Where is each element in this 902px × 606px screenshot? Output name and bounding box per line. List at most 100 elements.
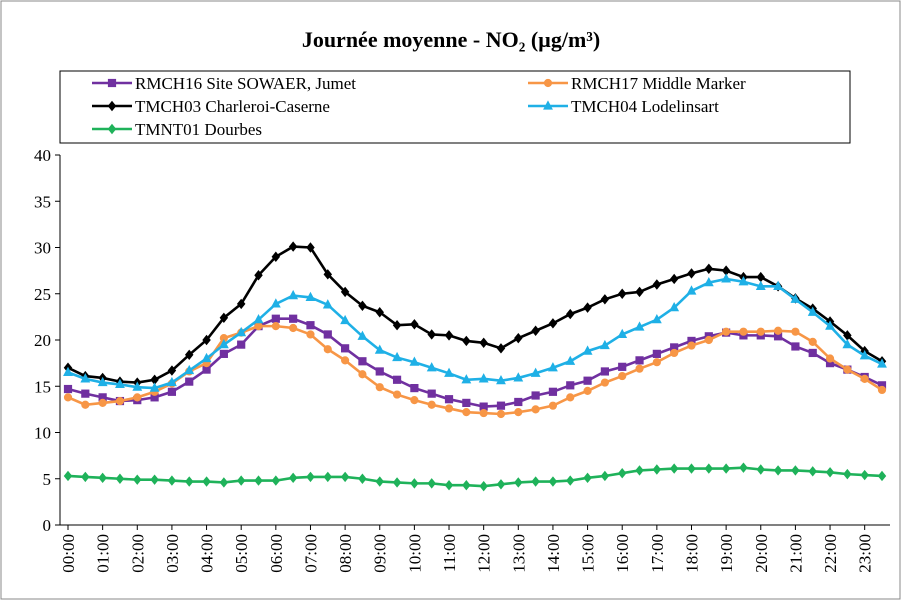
point xyxy=(877,358,887,368)
legend-label: RMCH17 Middle Marker xyxy=(571,74,746,93)
point xyxy=(254,322,263,331)
legend-marker xyxy=(543,78,553,88)
point xyxy=(392,375,402,384)
point xyxy=(583,472,592,484)
point xyxy=(409,356,420,366)
point xyxy=(392,351,402,362)
x-tick-label: 05:00 xyxy=(232,534,251,573)
y-tick-label: 10 xyxy=(34,424,51,443)
point xyxy=(531,476,540,487)
point xyxy=(167,387,177,396)
point xyxy=(514,477,523,488)
point xyxy=(791,465,800,476)
point xyxy=(791,327,800,336)
point xyxy=(531,325,540,336)
point xyxy=(375,476,384,487)
point xyxy=(583,376,592,385)
point xyxy=(704,263,714,274)
point xyxy=(444,404,454,413)
point xyxy=(548,401,558,410)
point xyxy=(566,308,575,320)
y-tick-label: 35 xyxy=(34,192,51,211)
x-tick-label: 18:00 xyxy=(682,534,701,573)
point xyxy=(289,314,298,323)
point xyxy=(392,477,402,488)
point xyxy=(791,342,800,351)
point xyxy=(618,362,627,371)
point xyxy=(599,339,610,350)
point xyxy=(98,398,107,407)
x-tick-label: 15:00 xyxy=(579,534,598,573)
x-tick-label: 01:00 xyxy=(94,534,113,573)
point xyxy=(218,338,229,349)
point xyxy=(358,473,367,484)
point xyxy=(843,468,852,480)
point xyxy=(253,313,264,324)
point xyxy=(479,408,488,418)
y-tick-label: 40 xyxy=(34,146,51,165)
point xyxy=(756,327,765,336)
point xyxy=(686,285,697,295)
point xyxy=(479,337,488,348)
point xyxy=(722,327,731,336)
point xyxy=(669,273,679,285)
x-tick-label: 07:00 xyxy=(301,534,320,573)
point xyxy=(652,358,661,367)
y-tick-label: 0 xyxy=(43,516,52,535)
point xyxy=(254,270,263,281)
point xyxy=(669,463,679,474)
x-tick-label: 03:00 xyxy=(163,534,182,573)
point xyxy=(704,335,713,345)
point xyxy=(825,354,835,363)
point xyxy=(687,463,696,474)
point xyxy=(254,475,263,486)
legend-label: TMCH04 Lodelinsart xyxy=(571,97,719,116)
point xyxy=(306,321,315,330)
y-tick-label: 30 xyxy=(34,239,51,258)
x-tick-label: 09:00 xyxy=(371,534,390,573)
point xyxy=(652,464,662,475)
y-tick-label: 25 xyxy=(34,285,51,304)
point xyxy=(426,362,437,372)
point xyxy=(322,299,333,309)
point xyxy=(600,294,610,305)
point xyxy=(843,365,852,374)
point xyxy=(739,327,748,336)
point xyxy=(514,332,523,344)
point xyxy=(444,330,454,341)
point xyxy=(877,385,887,395)
point xyxy=(340,471,350,483)
point xyxy=(63,366,73,376)
point xyxy=(514,397,523,407)
point xyxy=(860,374,869,383)
point xyxy=(444,395,454,404)
point xyxy=(807,306,818,316)
point xyxy=(427,389,436,398)
point xyxy=(565,355,576,365)
point xyxy=(617,468,627,479)
legend-label: RMCH16 Site SOWAER, Jumet xyxy=(135,74,356,93)
point xyxy=(773,280,784,290)
point xyxy=(341,344,350,353)
point xyxy=(81,471,90,483)
point xyxy=(133,393,142,402)
point xyxy=(634,321,645,331)
x-tick-label: 12:00 xyxy=(475,534,494,573)
point xyxy=(323,471,333,483)
point xyxy=(115,378,125,388)
point xyxy=(271,475,281,486)
legend-label: TMCH03 Charleroi-Caserne xyxy=(135,97,330,116)
point xyxy=(651,313,662,324)
point xyxy=(323,345,332,354)
point xyxy=(877,470,887,482)
point xyxy=(808,348,817,358)
point xyxy=(496,401,506,410)
point xyxy=(860,469,869,481)
point xyxy=(496,343,506,354)
y-tick-label: 5 xyxy=(43,470,52,489)
point xyxy=(808,466,817,477)
point xyxy=(773,465,783,476)
point xyxy=(479,480,488,492)
point xyxy=(721,273,732,283)
